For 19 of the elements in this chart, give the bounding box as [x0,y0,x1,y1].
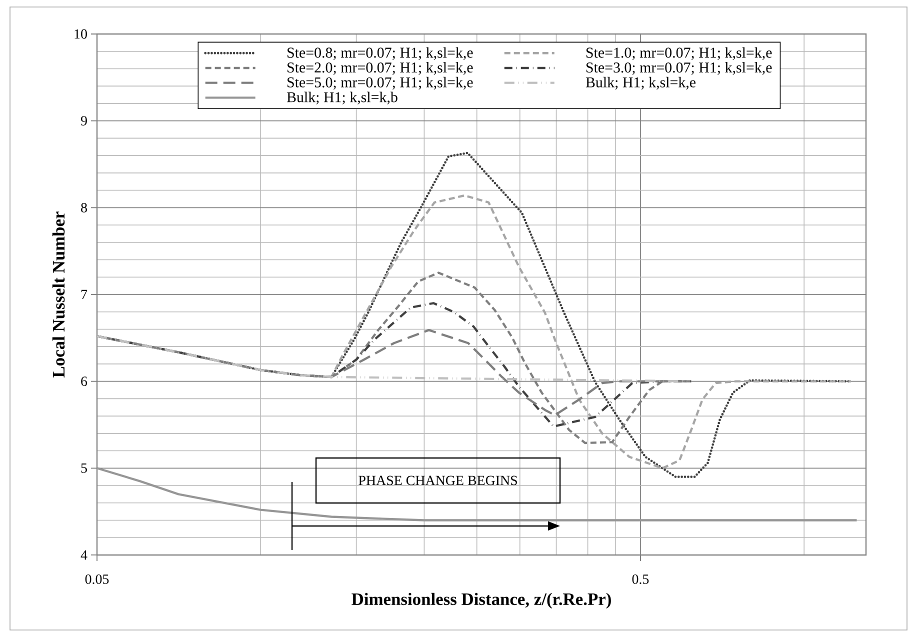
y-tick-label: 9 [80,116,87,126]
y-axis-title: Local Nusselt Number [52,212,65,378]
legend-label: Ste=1.0; mr=0.07; H1; k,sl=k,e [586,47,772,60]
y-tick-label: 10 [74,29,87,39]
legend-label: Ste=2.0; mr=0.07; H1; k,sl=k,e [288,62,473,75]
y-tick-label: 6 [81,376,88,386]
x-tick-label: 0.05 [85,574,109,584]
legend-label: Ste=5.0; mr=0.07; H1; k,sl=k,e [288,76,473,90]
legend-label: Ste=0.8; mr=0.07; H1; k,sl=k,e [288,47,473,60]
legend-label: Bulk; H1; k,sl=k,e [586,76,696,90]
legend-label: Ste=3.0; mr=0.07; H1; k,sl=k,e [586,62,772,75]
x-axis-title: Dimensionless Distance, z/(r.Re.Pr) [352,592,611,609]
y-tick-label: 8 [81,202,87,212]
annotation: PHASE CHANGE BEGINS [358,476,517,486]
y-tick-label: 4 [80,550,88,560]
x-tick-label: 0.5 [632,574,649,584]
y-tick-label: 5 [81,464,87,473]
y-tick-label: 7 [81,290,88,300]
legend-label: Bulk; H1; k,sl=k,b [286,92,398,104]
